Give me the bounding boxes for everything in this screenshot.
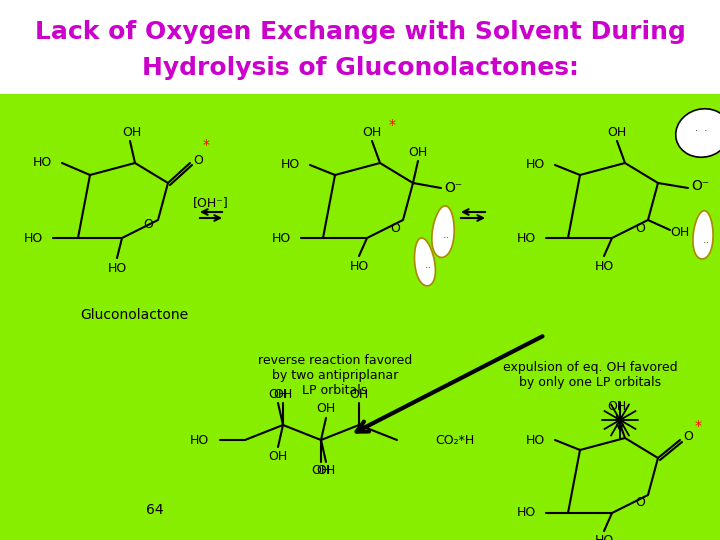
PathPatch shape — [693, 211, 713, 259]
Text: O⁻: O⁻ — [444, 181, 462, 195]
Text: HO: HO — [271, 232, 291, 245]
Text: Lack of Oxygen Exchange with Solvent During: Lack of Oxygen Exchange with Solvent Dur… — [35, 20, 685, 44]
PathPatch shape — [432, 206, 454, 258]
Text: 64: 64 — [146, 503, 164, 517]
Text: O: O — [635, 496, 645, 510]
Text: OH: OH — [316, 402, 336, 415]
Text: reverse reaction favored
by two antipriplanar
LP orbitals: reverse reaction favored by two antiprip… — [258, 354, 412, 396]
Text: OH: OH — [269, 449, 287, 462]
Text: *: * — [202, 138, 210, 152]
Text: CO₂*H: CO₂*H — [435, 434, 474, 447]
Text: OH: OH — [408, 145, 428, 159]
Text: O: O — [683, 430, 693, 443]
Text: ··: ·· — [424, 263, 431, 273]
Text: O: O — [193, 153, 203, 166]
Text: O⁻: O⁻ — [691, 179, 709, 193]
Text: ·  ·: · · — [695, 126, 707, 136]
Text: [OH⁻]: [OH⁻] — [193, 197, 229, 210]
Text: OH: OH — [670, 226, 690, 239]
Text: HO: HO — [595, 535, 613, 540]
Text: expulsion of eq. OH favored
by only one LP orbitals: expulsion of eq. OH favored by only one … — [503, 361, 678, 389]
Text: HO: HO — [517, 507, 536, 519]
Text: OH: OH — [274, 388, 292, 401]
Text: O: O — [635, 221, 645, 234]
Text: O: O — [390, 221, 400, 234]
Text: OH: OH — [316, 464, 336, 477]
Bar — [0, 94, 720, 540]
Text: HO: HO — [190, 434, 209, 447]
Text: O: O — [143, 219, 153, 232]
Text: OH: OH — [122, 126, 142, 139]
Text: HO: HO — [526, 434, 545, 447]
Ellipse shape — [676, 109, 720, 157]
Text: HO: HO — [107, 261, 127, 274]
PathPatch shape — [415, 238, 436, 286]
Text: Gluconolactone: Gluconolactone — [80, 308, 188, 322]
Text: OH: OH — [349, 388, 369, 401]
Text: OH: OH — [311, 464, 330, 477]
Text: HO: HO — [517, 232, 536, 245]
Text: OH: OH — [608, 401, 626, 414]
Text: OH: OH — [608, 125, 626, 138]
Text: HO: HO — [24, 232, 43, 245]
Text: ··: ·· — [442, 233, 449, 243]
Text: HO: HO — [281, 159, 300, 172]
Bar — [0, 0, 720, 94]
Text: HO: HO — [32, 157, 52, 170]
Text: OH: OH — [269, 388, 287, 401]
Text: *: * — [695, 419, 701, 433]
Text: *: * — [389, 118, 395, 132]
Text: HO: HO — [349, 260, 369, 273]
Text: Hydrolysis of Gluconolactones:: Hydrolysis of Gluconolactones: — [142, 56, 578, 80]
Text: HO: HO — [595, 260, 613, 273]
Text: OH: OH — [362, 125, 382, 138]
Text: ··: ·· — [703, 238, 710, 248]
Text: HO: HO — [526, 159, 545, 172]
